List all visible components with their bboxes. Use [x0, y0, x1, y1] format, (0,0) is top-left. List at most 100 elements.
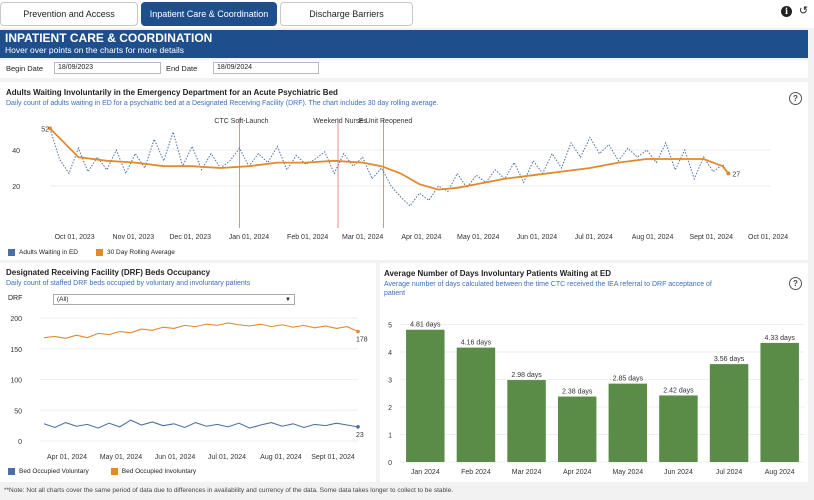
legend-swatch-adults: [8, 249, 15, 256]
x-tick-label: Sept 01, 2024: [311, 454, 355, 461]
y-tick-label: 20: [12, 184, 20, 191]
legend-adults-waiting: Adults Waiting in ED: [19, 249, 79, 256]
x-tick-label: Aug 01, 2024: [632, 234, 674, 241]
begin-date-label: Begin Date: [6, 64, 44, 73]
x-tick-label: Jun 2024: [664, 469, 693, 476]
y-tick-label: 200: [10, 316, 22, 323]
bar: [709, 364, 749, 462]
bar: [659, 395, 698, 462]
info-icon[interactable]: i: [781, 6, 792, 17]
x-tick-label: Dec 01, 2023: [169, 234, 211, 241]
x-tick-label: Jul 01, 2024: [208, 454, 246, 461]
start-point: [48, 126, 52, 131]
x-tick-label: Mar 01, 2024: [342, 234, 383, 241]
annotation-label: CTC Soft-Launch: [214, 118, 268, 125]
ed-waiting-title: Adults Waiting Involuntarily in the Emer…: [6, 88, 338, 97]
x-tick-label: May 01, 2024: [100, 454, 143, 461]
help-icon[interactable]: ?: [789, 277, 802, 290]
avg-days-chart[interactable]: 0 1 2 3 4 5 4.81 days Jan 2024 4.16 days Feb 2024…: [380, 263, 808, 482]
x-tick-label: Jan 01, 2024: [229, 234, 270, 241]
x-tick-label: Feb 01, 2024: [287, 234, 328, 241]
series-adults-waiting: [49, 128, 729, 207]
annotation-label: Weekend Nurses: [313, 118, 367, 125]
x-tick-label: Apr 2024: [563, 469, 592, 476]
footnote: **Note: Not all charts cover the same pe…: [4, 487, 453, 494]
reset-icon[interactable]: ↺: [798, 5, 809, 17]
end-date-input[interactable]: 18/09/2024: [213, 62, 319, 74]
ed-waiting-subtitle: Daily count of adults waiting in ED for …: [6, 100, 439, 107]
y-tick-label: 40: [12, 148, 20, 155]
end-point: [726, 171, 731, 176]
y-tick-label: 150: [10, 347, 22, 354]
tab-prevention-and-access[interactable]: Prevention and Access: [0, 2, 138, 26]
annotation-label: E-Unit Reopened: [359, 118, 413, 125]
x-tick-label: Feb 2024: [461, 469, 491, 476]
y-tick-label: 2: [388, 405, 392, 412]
bar-data-label: 2.42 days: [663, 387, 694, 394]
drf-filter-select[interactable]: (All) ▼: [53, 294, 295, 305]
legend-swatch-involuntary: [110, 468, 118, 475]
series-bed-voluntary: [43, 419, 359, 429]
drf-filter-label: DRF: [8, 295, 23, 302]
legend-bed-voluntary: Bed Occupied Voluntary: [19, 468, 89, 475]
drf-occupancy-legend: Bed Occupied Voluntary Bed Occupied Invo…: [8, 468, 196, 475]
bar-data-label: 4.81 days: [410, 322, 441, 329]
page-subtitle: Hover over points on the charts for more…: [5, 45, 185, 55]
x-tick-label: Aug 01, 2024: [260, 454, 302, 461]
avg-days-subtitle-1: Average number of days calculated betwee…: [384, 281, 712, 288]
x-tick-label: May 01, 2024: [457, 234, 500, 241]
bar: [760, 342, 799, 462]
x-tick-label: Oct 01, 2023: [55, 234, 95, 241]
series-rolling-average: [49, 127, 730, 191]
drf-occupancy-title: Designated Receiving Facility (DRF) Beds…: [6, 268, 211, 277]
ed-waiting-chart[interactable]: 20 40 Oct 01, 2023 Nov 01, 2023 Dec 01, 2023…: [0, 82, 808, 260]
date-filter-bar: Begin Date 18/09/2023 End Date 18/09/202…: [0, 60, 808, 78]
start-value-label: 52: [41, 126, 49, 133]
y-tick-label: 0: [388, 460, 392, 467]
y-tick-label: 4: [388, 350, 392, 357]
legend-swatch-voluntary: [8, 468, 15, 475]
bar-data-label: 2.85 days: [613, 376, 644, 383]
series-bed-involuntary: [43, 322, 359, 339]
bar: [507, 380, 546, 462]
end-value-label: 27: [732, 171, 740, 178]
page-banner: INPATIENT CARE & COORDINATION Hover over…: [0, 30, 808, 58]
begin-date-input[interactable]: 18/09/2023: [54, 62, 161, 74]
x-tick-label: Nov 01, 2023: [113, 234, 155, 241]
bar-data-label: 3.56 days: [714, 356, 745, 363]
ed-waiting-panel: Adults Waiting Involuntarily in the Emer…: [0, 82, 808, 260]
avg-days-panel: Average Number of Days Involuntary Patie…: [380, 263, 808, 482]
drf-occupancy-panel: Designated Receiving Facility (DRF) Beds…: [0, 263, 376, 482]
end-value-label: 178: [356, 337, 368, 344]
x-tick-label: Oct 01, 2024: [748, 234, 788, 241]
drf-occupancy-subtitle: Daily count of staffed DRF beds occupied…: [6, 280, 251, 287]
chevron-down-icon: ▼: [285, 297, 291, 303]
tab-inpatient-care[interactable]: Inpatient Care & Coordination: [141, 2, 277, 26]
y-tick-label: 3: [388, 378, 392, 385]
help-icon[interactable]: ?: [789, 92, 802, 105]
avg-days-title: Average Number of Days Involuntary Patie…: [384, 269, 612, 278]
end-value-label: 23: [356, 432, 364, 439]
page-title: INPATIENT CARE & COORDINATION: [5, 31, 213, 45]
drf-occupancy-chart[interactable]: 0 50 100 150 200 Apr 01, 2024 May 01, 2024 Jun …: [0, 263, 376, 482]
tab-discharge-barriers[interactable]: Discharge Barriers: [280, 2, 413, 26]
legend-rolling-average: 30 Day Rolling Average: [107, 249, 175, 256]
legend-bed-involuntary: Bed Occupied Involuntary: [121, 468, 197, 475]
bar: [456, 347, 496, 462]
x-tick-label: Mar 2024: [512, 469, 542, 476]
x-tick-label: Jul 01, 2024: [575, 234, 613, 241]
ed-waiting-legend: Adults Waiting in ED 30 Day Rolling Aver…: [8, 249, 175, 256]
x-tick-label: Jun 01, 2024: [155, 454, 196, 461]
y-tick-label: 50: [14, 408, 22, 415]
bar: [608, 383, 648, 462]
end-point: [356, 329, 360, 334]
avg-days-subtitle-2: patient: [384, 290, 406, 297]
x-tick-label: Apr 01, 2024: [47, 454, 87, 461]
drf-filter-value: (All): [57, 296, 69, 303]
x-tick-label: May 2024: [612, 469, 643, 476]
y-tick-label: 1: [388, 433, 392, 440]
x-tick-label: Apr 01, 2024: [401, 234, 441, 241]
end-date-label: End Date: [166, 64, 198, 73]
x-tick-label: Jan 2024: [411, 469, 440, 476]
y-tick-label: 5: [388, 323, 392, 330]
